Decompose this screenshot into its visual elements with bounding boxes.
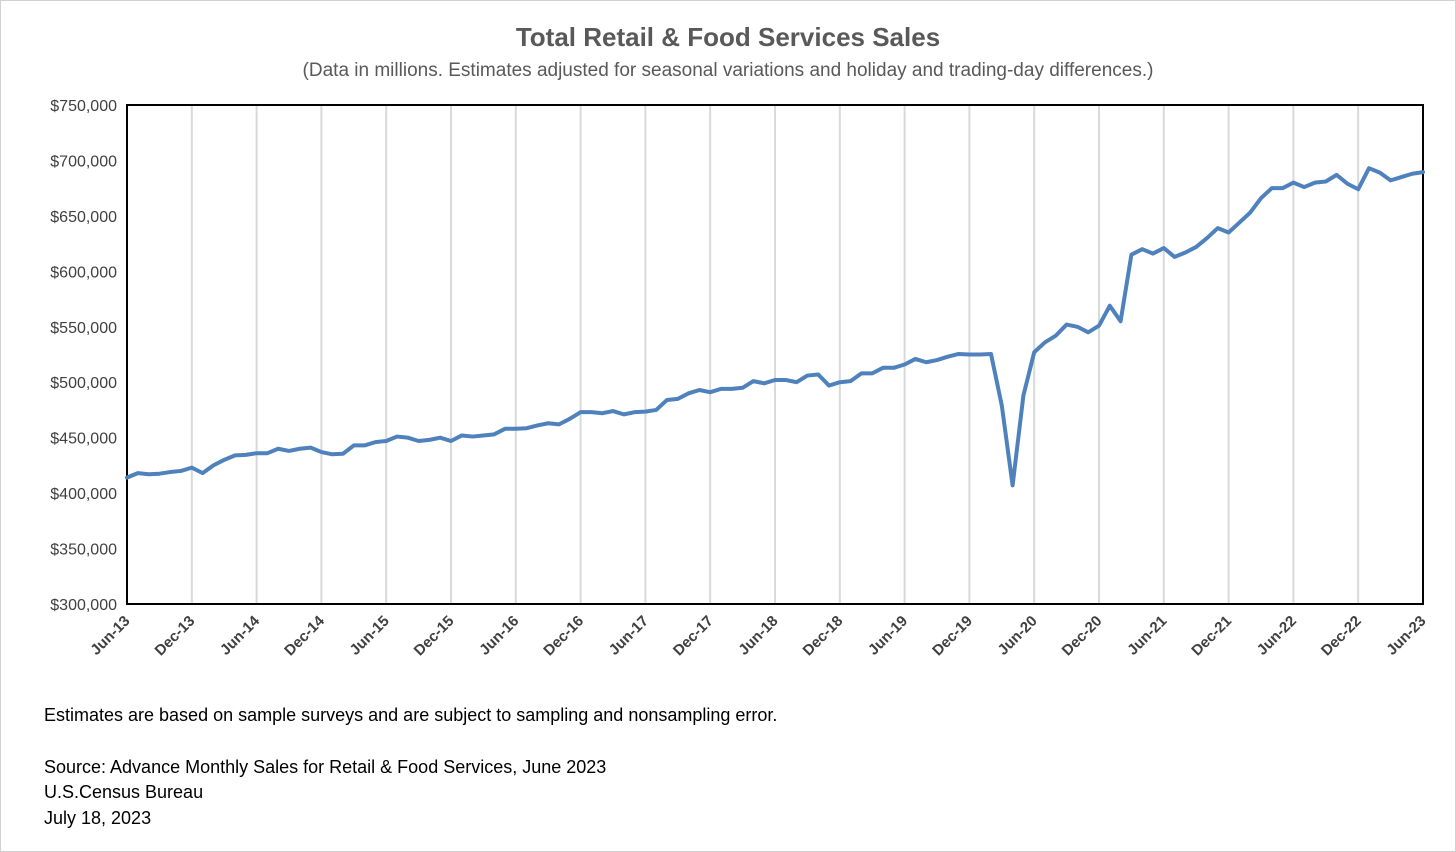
sales-series-line <box>125 166 1425 488</box>
y-tick-label: $450,000 <box>50 431 117 448</box>
x-tick-label: Jun-23 <box>1383 613 1429 659</box>
x-tick-label: Jun-22 <box>1254 613 1300 659</box>
x-axis: Jun-13 Dec-13 Jun-14 Dec-14 Jun-15 Dec-15 Jun-… <box>87 612 1429 659</box>
y-tick-label: $750,000 <box>50 98 117 115</box>
plot-area-border <box>126 104 1424 605</box>
agency-note: U.S.Census Bureau <box>44 782 204 802</box>
x-tick-label: Dec-16 <box>540 613 587 660</box>
source-note: Source: Advance Monthly Sales for Retail… <box>44 757 607 777</box>
sampling-note: Estimates are based on sample surveys an… <box>44 705 778 725</box>
y-tick-label: $400,000 <box>50 486 117 503</box>
x-tick-label: Dec-15 <box>411 613 458 660</box>
y-axis: $300,000 $350,000 $400,000 $450,000 $500,000… <box>50 98 117 614</box>
y-tick-label: $350,000 <box>50 542 117 559</box>
x-tick-label: Jun-19 <box>865 613 911 659</box>
x-tick-label: Dec-21 <box>1188 613 1235 660</box>
y-tick-label: $500,000 <box>50 375 117 392</box>
x-tick-label: Jun-13 <box>87 613 133 659</box>
x-tick-label: Jun-16 <box>476 613 522 659</box>
chart-subtitle: (Data in millions. Estimates adjusted fo… <box>302 60 1154 81</box>
x-tick-label: Jun-21 <box>1124 613 1170 659</box>
x-tick-label: Dec-19 <box>929 613 976 660</box>
date-note: July 18, 2023 <box>44 808 152 828</box>
y-tick-label: $700,000 <box>50 153 117 170</box>
x-tick-label: Dec-18 <box>800 613 847 660</box>
x-tick-label: Dec-13 <box>152 613 199 660</box>
y-tick-label: $600,000 <box>50 264 117 281</box>
chart-title: Total Retail & Food Services Sales <box>515 22 941 52</box>
x-tick-label: Dec-22 <box>1318 613 1365 660</box>
y-tick-label: $550,000 <box>50 320 117 337</box>
x-tick-label: Jun-14 <box>217 612 264 659</box>
x-tick-label: Dec-14 <box>281 612 328 659</box>
vertical-gridlines <box>190 105 1360 604</box>
x-tick-label: Jun-17 <box>606 613 652 659</box>
y-tick-label: $300,000 <box>50 597 117 614</box>
x-tick-label: Jun-20 <box>995 613 1041 659</box>
x-tick-label: Dec-17 <box>670 613 717 660</box>
x-tick-label: Jun-18 <box>735 613 781 659</box>
y-tick-label: $650,000 <box>50 209 117 226</box>
x-tick-label: Jun-15 <box>347 613 393 659</box>
x-tick-label: Dec-20 <box>1059 613 1106 660</box>
